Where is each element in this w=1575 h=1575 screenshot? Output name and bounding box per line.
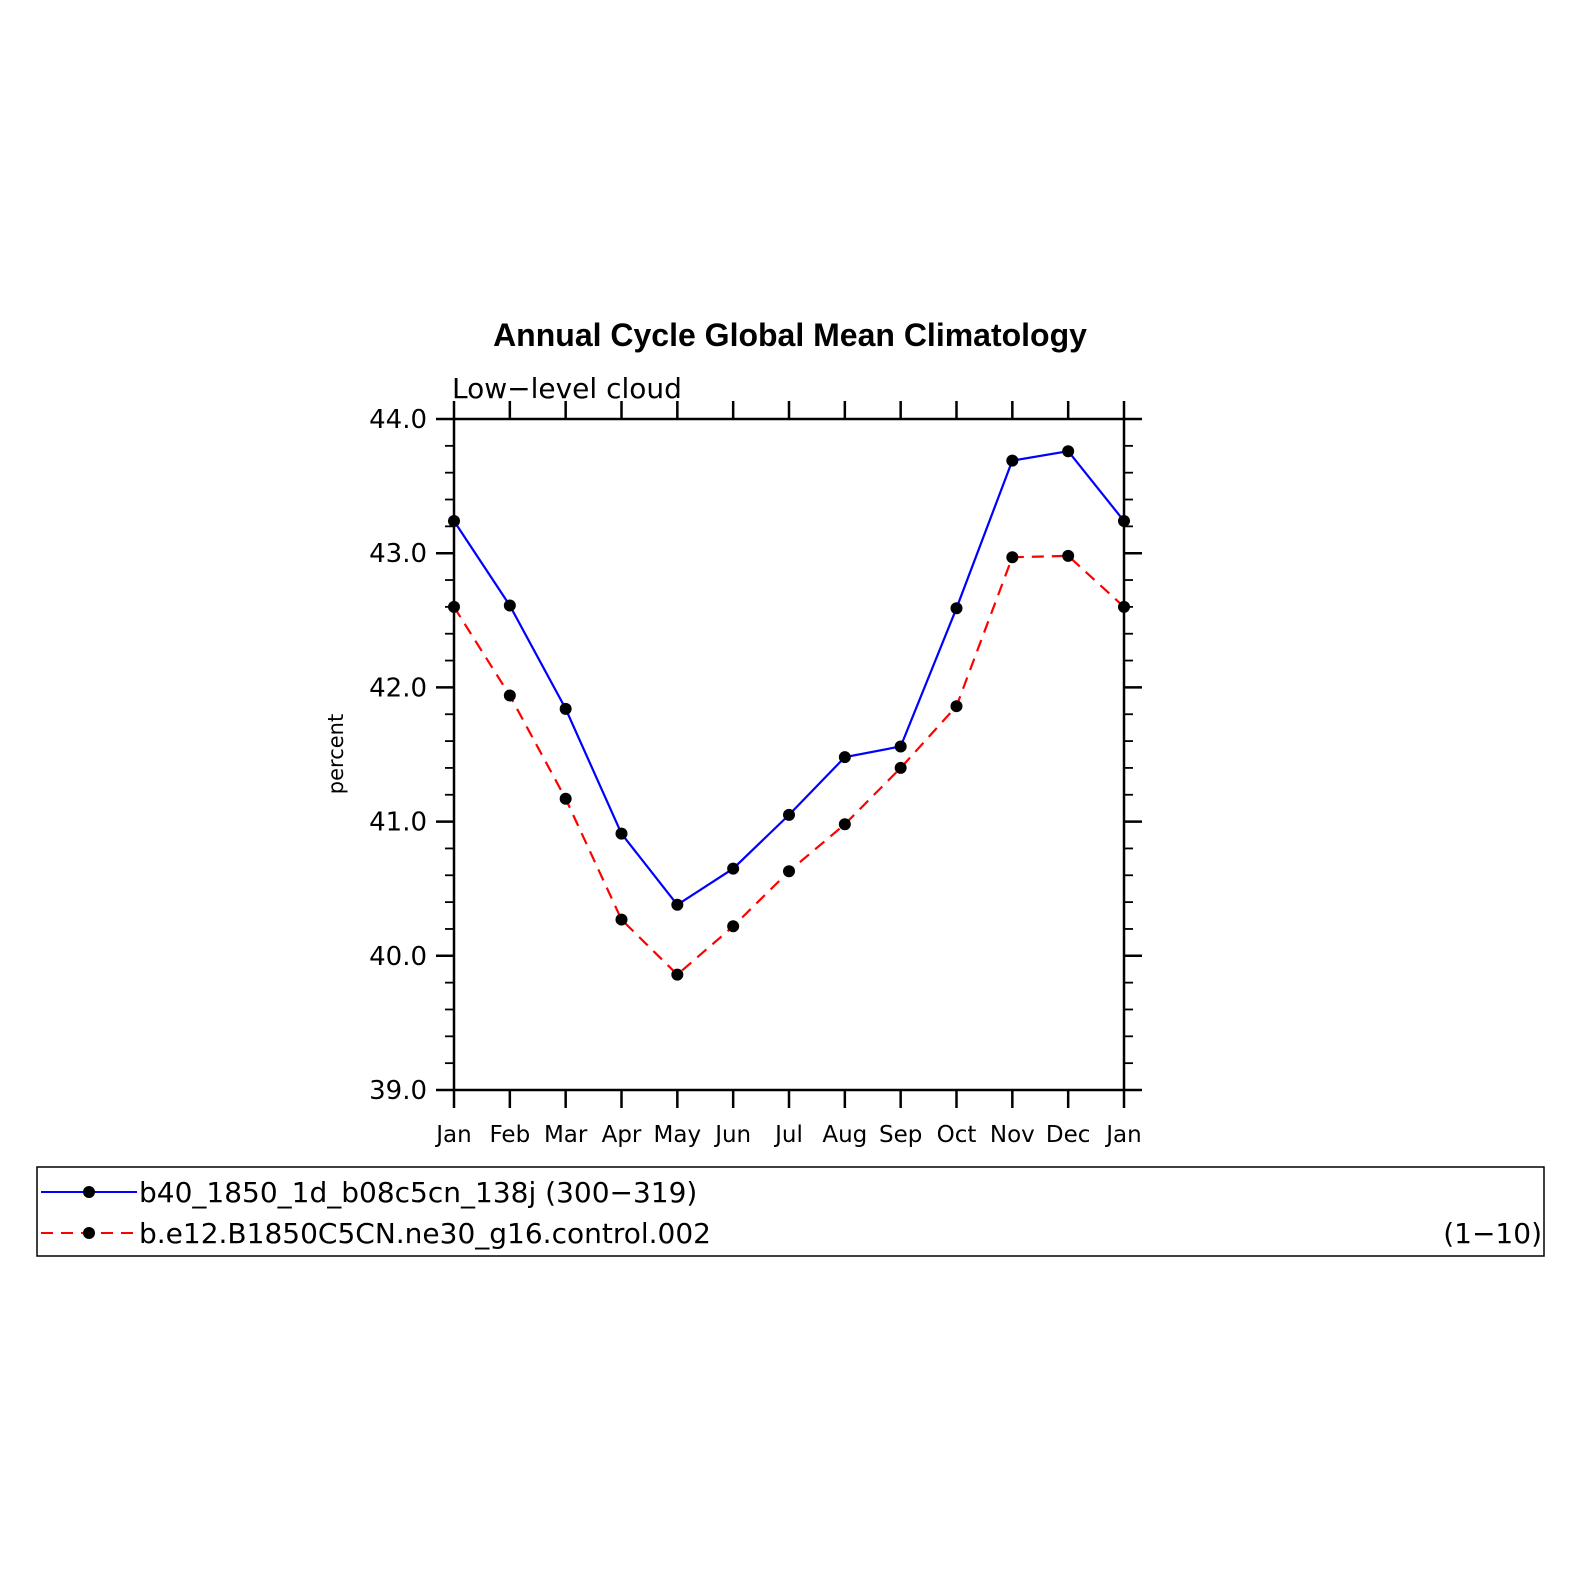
x-tick-label: Jan	[1104, 1122, 1141, 1148]
series-2-point	[671, 968, 684, 981]
series-1-point	[615, 827, 628, 840]
x-tick-label: Sep	[879, 1122, 922, 1148]
series-2-point	[1062, 549, 1075, 562]
x-tick-label: Dec	[1046, 1122, 1091, 1148]
x-tick-label: Jun	[713, 1122, 751, 1148]
legend-label-2: b.e12.B1850C5CN.ne30_g16.control.002	[139, 1217, 711, 1250]
legend-period-2: (1−10)	[1443, 1217, 1542, 1250]
series-1-point	[838, 751, 851, 764]
series-1-point	[894, 740, 907, 753]
x-axis: Jan Feb Mar Apr May Jun Jul Aug Sep Oct Nov Dec Jan	[434, 401, 1142, 1148]
y-tick-label: 42.0	[369, 673, 427, 703]
chart-subtitle: Low−level cloud	[452, 372, 682, 405]
series-1-point	[1062, 445, 1075, 458]
series-2-point	[615, 913, 628, 926]
series-1-point	[559, 702, 572, 715]
series-2-point	[727, 920, 740, 933]
series-2-point	[783, 865, 795, 878]
x-tick-label: Mar	[544, 1122, 588, 1148]
x-tick-label: May	[654, 1122, 702, 1148]
series-2-point	[838, 818, 851, 831]
series-1-point	[783, 808, 795, 821]
legend-label-1: b40_1850_1d_b08c5cn_138j (300−319)	[139, 1176, 697, 1209]
plot-frame	[452, 417, 1126, 1092]
y-axis: 39.0 40.0 41.0 42.0 43.0 44.0	[369, 405, 1142, 1106]
series-layer	[448, 445, 1130, 981]
x-tick-label: Feb	[489, 1122, 530, 1148]
series-1-point	[727, 862, 740, 875]
x-tick-label: Aug	[822, 1122, 867, 1148]
series-2-point	[503, 689, 516, 702]
series-1-point	[950, 602, 963, 615]
series-1-point	[671, 898, 684, 911]
series-1-point	[1006, 454, 1019, 467]
series-1-point	[503, 599, 516, 612]
series-line-1	[453, 450, 1125, 907]
plot-area: 39.0 40.0 41.0 42.0 43.0 44.0 Jan Feb Mar Apr May…	[369, 401, 1142, 1148]
series-2-point	[559, 792, 572, 805]
y-axis-label: percent	[324, 714, 348, 794]
legend-marker-2	[83, 1227, 95, 1239]
x-tick-label: Oct	[937, 1122, 977, 1148]
series-2-point	[950, 700, 963, 713]
series-line-2	[453, 554, 1125, 977]
y-tick-label: 40.0	[369, 942, 427, 972]
legend-entry-1: b40_1850_1d_b08c5cn_138j (300−319)	[41, 1176, 697, 1209]
chart-title: Annual Cycle Global Mean Climatology	[493, 317, 1087, 353]
y-tick-label: 39.0	[369, 1076, 427, 1106]
x-tick-label: Jul	[773, 1122, 803, 1148]
legend-box	[36, 1166, 1545, 1257]
x-tick-label: Nov	[990, 1122, 1035, 1148]
x-tick-label: Jan	[434, 1122, 471, 1148]
y-tick-label: 43.0	[369, 539, 427, 569]
series-2-point	[1006, 551, 1019, 564]
series-2-point	[894, 761, 907, 774]
y-tick-label: 44.0	[369, 405, 427, 435]
legend-entry-2: b.e12.B1850C5CN.ne30_g16.control.002 (1−…	[41, 1217, 1542, 1250]
legend-marker-1	[83, 1186, 95, 1198]
x-tick-label: Apr	[602, 1122, 642, 1148]
y-tick-label: 41.0	[369, 808, 427, 838]
legend: b40_1850_1d_b08c5cn_138j (300−319) b.e12…	[36, 1166, 1545, 1257]
